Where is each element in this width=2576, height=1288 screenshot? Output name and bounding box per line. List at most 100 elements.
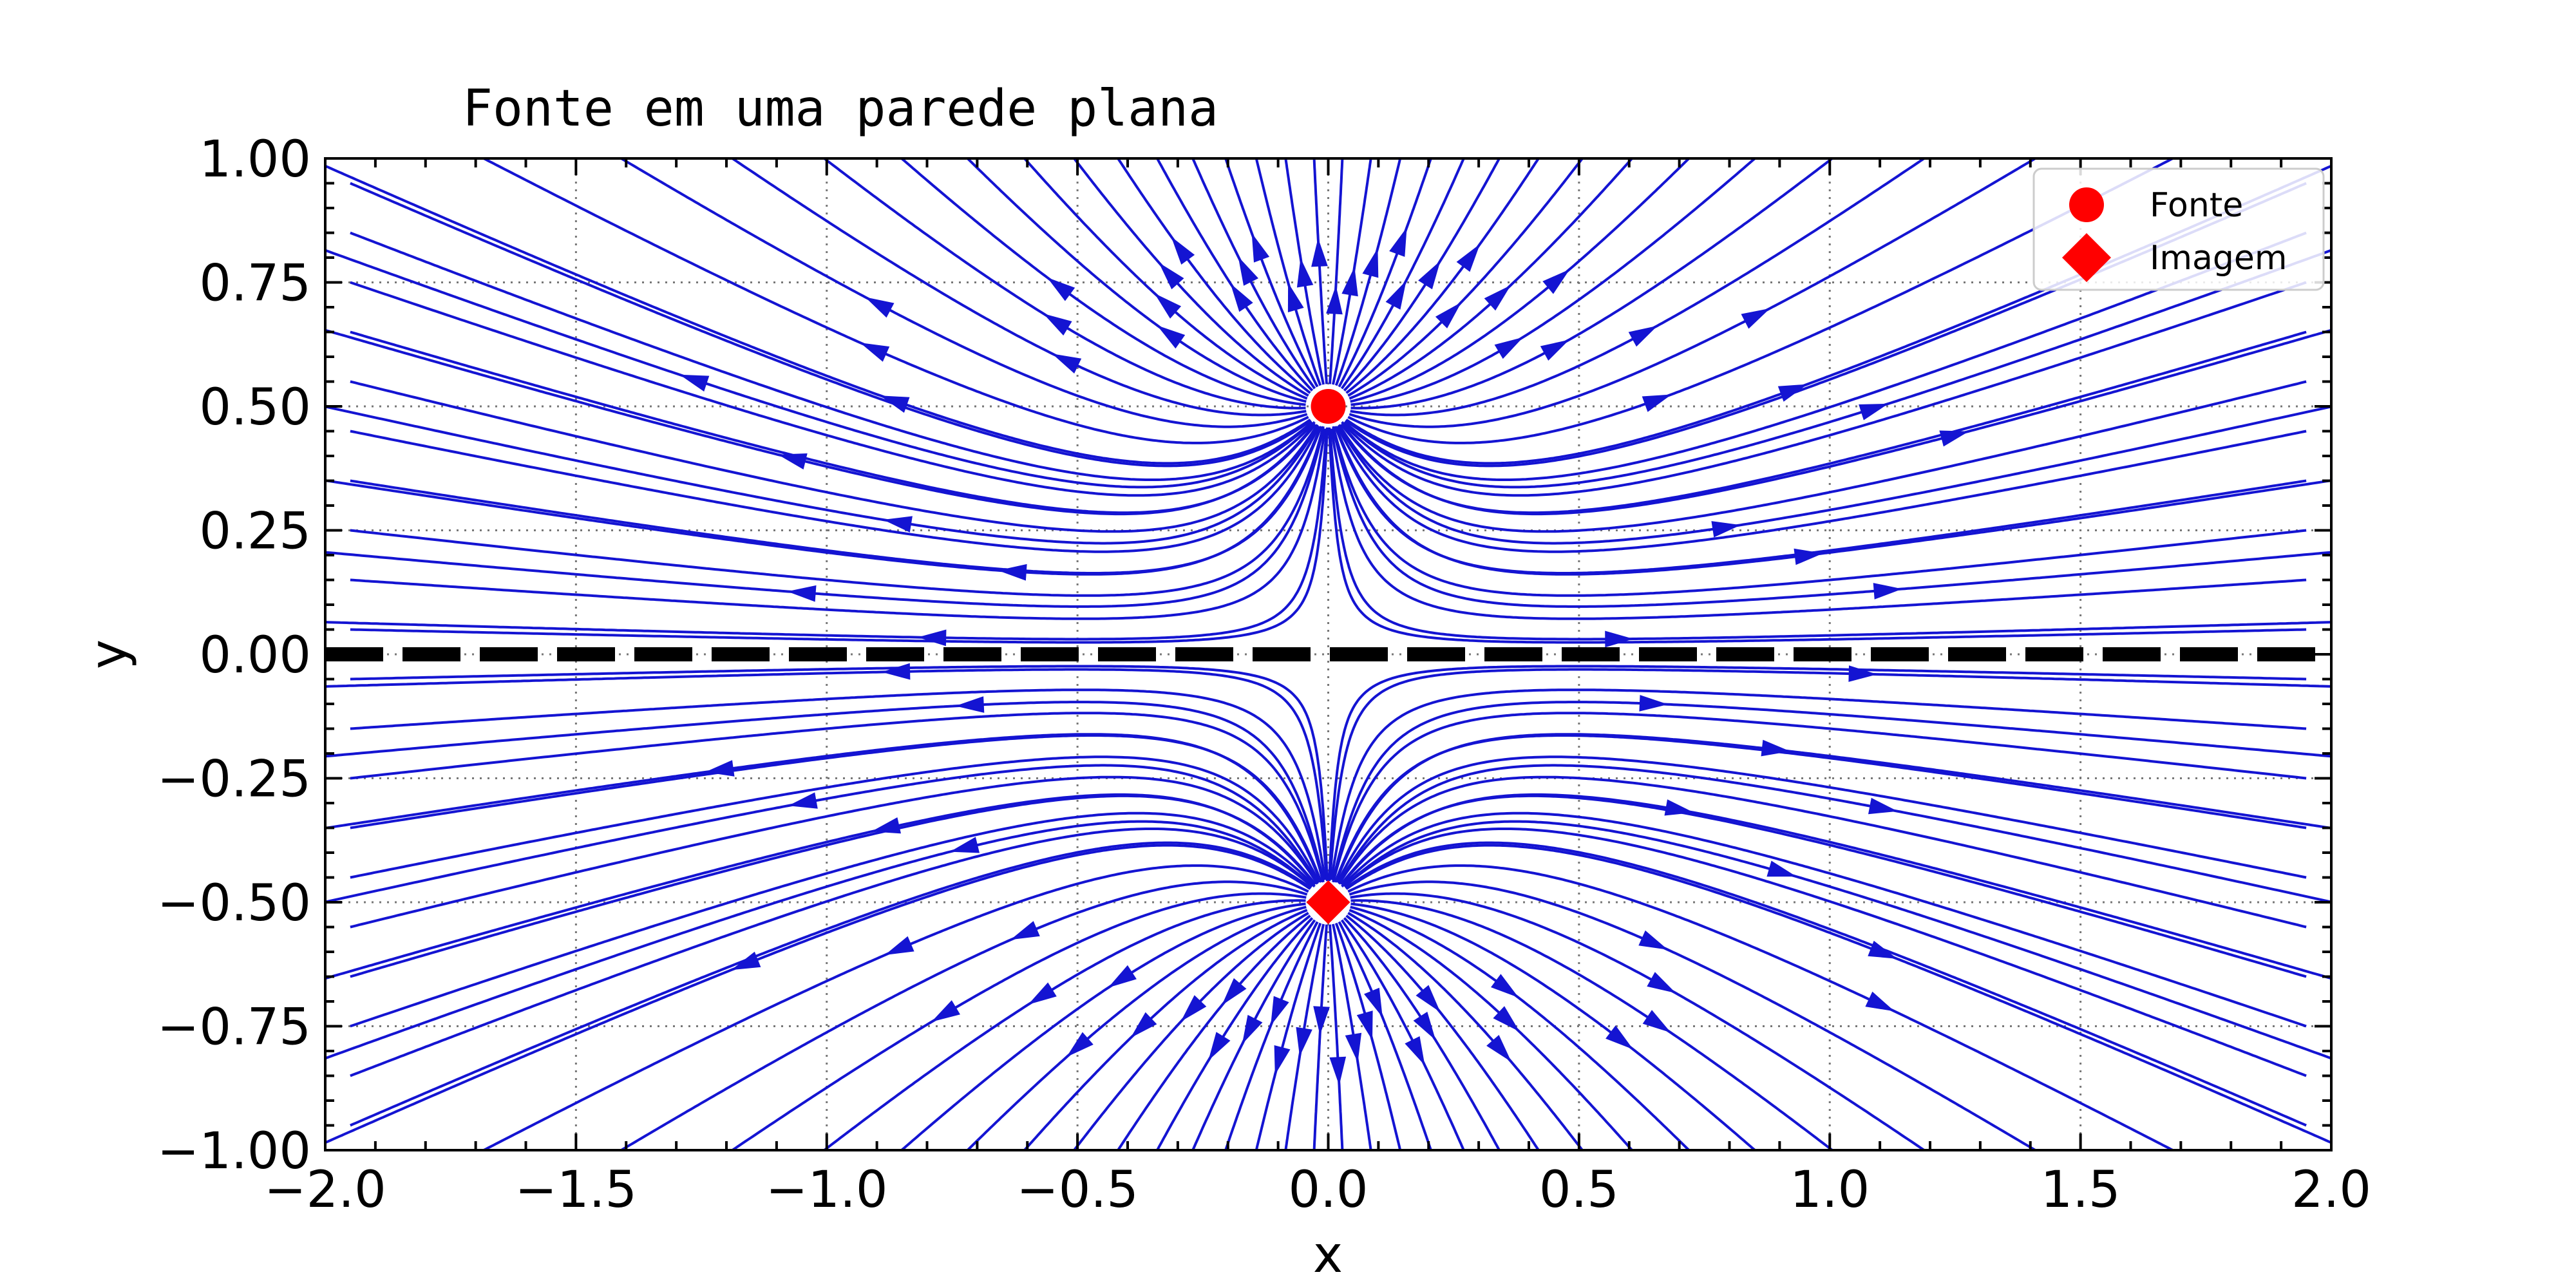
streamline-arrow: [1865, 991, 1895, 1012]
streamline-arrow: [1287, 282, 1304, 312]
streamline-arrow: [1642, 394, 1672, 412]
streamline: [1349, 158, 2038, 428]
streamline: [325, 764, 1319, 904]
streamline: [1328, 665, 2307, 882]
streamline: [350, 665, 1329, 882]
streamline: [350, 426, 1323, 574]
streamline: [350, 712, 1325, 883]
streamline-arrow: [1868, 797, 1898, 815]
streamline: [1332, 712, 2307, 883]
streamline-arrow: [1413, 1012, 1436, 1041]
streamline: [1338, 158, 1433, 388]
streamline-arrow: [787, 585, 817, 602]
streamline-arrow: [1493, 1006, 1520, 1032]
streamline-arrow: [1605, 1025, 1633, 1050]
streamline-arrow: [1108, 965, 1137, 988]
chart-title: Fonte em uma parede plana: [462, 80, 1218, 138]
streamline-arrow: [1494, 337, 1524, 359]
y-axis-label: y: [80, 639, 138, 669]
x-tick-label: 0.0: [1288, 1161, 1368, 1219]
streamline: [1340, 919, 1466, 1150]
streamline: [1343, 231, 2307, 481]
streamline-arrow: [1130, 1012, 1157, 1038]
streamline: [325, 701, 1325, 881]
streamline: [1336, 425, 2307, 553]
streamline: [1116, 914, 1311, 1150]
streamline: [1340, 330, 2307, 515]
streamline: [1340, 794, 2307, 978]
streamline: [350, 428, 1327, 620]
streamline: [350, 828, 1313, 1077]
streamline: [350, 281, 1316, 497]
streamline-arrow: [931, 1000, 960, 1022]
streamline-arrow: [955, 696, 985, 713]
streamline: [350, 231, 1313, 481]
streamlines: [325, 158, 2331, 1150]
y-tick-label: 0.75: [199, 255, 311, 313]
streamline: [350, 775, 1319, 929]
streamline-arrow: [1222, 978, 1247, 1005]
streamline: [325, 820, 1314, 1060]
streamline-arrow: [1638, 930, 1668, 950]
x-tick-label: 2.0: [2291, 1161, 2371, 1219]
streamline-arrow: [1345, 1032, 1362, 1063]
streamline: [325, 405, 1319, 545]
streamline-arrow: [1313, 1006, 1330, 1036]
streamline: [350, 794, 1316, 978]
streamline: [1347, 864, 2176, 1150]
streamline: [1224, 921, 1319, 1150]
streamline: [1255, 158, 1322, 386]
streamline: [1331, 428, 2331, 608]
streamline: [350, 755, 1320, 884]
streamline-arrow: [1052, 354, 1082, 374]
streamline: [1349, 880, 2038, 1150]
streamline: [1312, 158, 1328, 384]
streamline: [1329, 924, 1344, 1150]
streamline-arrow: [1766, 860, 1797, 877]
streamline-arrow: [1046, 277, 1075, 301]
streamline-arrow: [679, 374, 710, 392]
streamline: [350, 380, 1319, 533]
streamline-arrow: [1208, 1032, 1231, 1061]
x-tick-label: −0.5: [1016, 1161, 1138, 1219]
streamline: [1332, 426, 2307, 597]
streamline-arrow: [1242, 1014, 1263, 1045]
streamline: [1155, 917, 1314, 1150]
streamline-arrow: [1435, 302, 1462, 328]
streamline-arrow: [1028, 982, 1057, 1005]
ticks: [324, 157, 2333, 1151]
streamline: [1336, 755, 2307, 884]
image-marker: [1306, 880, 1350, 924]
streamline: [1350, 158, 1927, 417]
streamline: [1329, 668, 2331, 880]
streamline: [730, 158, 1307, 417]
streamline-arrow: [1364, 987, 1383, 1018]
y-tick-label: 0.00: [199, 627, 311, 685]
streamline: [899, 902, 1306, 1150]
streamline-arrow: [1066, 1032, 1094, 1057]
tick-labels: −2.0 −1.5 −1.0 −0.5 0.0 0.5 1.0 1.5 2.0 1.00 0.75 0…: [157, 131, 2371, 1219]
y-tick-label: 0.25: [199, 503, 311, 561]
streamline: [350, 426, 1325, 597]
streamline-arrow: [1238, 256, 1258, 286]
streamline: [1329, 158, 1344, 384]
streamline-arrow: [1326, 285, 1343, 315]
streamline: [1340, 158, 1466, 390]
streamline: [899, 158, 1306, 406]
legend-fonte-marker: [2069, 187, 2104, 222]
y-tick-label: 0.50: [199, 379, 311, 437]
legend-imagem-marker: [2062, 233, 2111, 282]
streamline: [1116, 158, 1311, 394]
streamline-arrow: [1542, 269, 1570, 294]
streamline-arrow: [1385, 280, 1406, 310]
streamline: [1350, 905, 1691, 1150]
streamline: [965, 905, 1307, 1150]
legend: Fonte Imagem: [2032, 167, 2325, 291]
streamline-arrow: [1639, 695, 1669, 712]
streamline-arrow: [1341, 267, 1358, 297]
legend-fonte-label: Fonte: [2150, 186, 2243, 225]
streamline-arrow: [1010, 921, 1040, 940]
streamline-arrow: [1180, 995, 1207, 1022]
streamline: [1341, 281, 2307, 497]
streamline: [350, 182, 1312, 468]
